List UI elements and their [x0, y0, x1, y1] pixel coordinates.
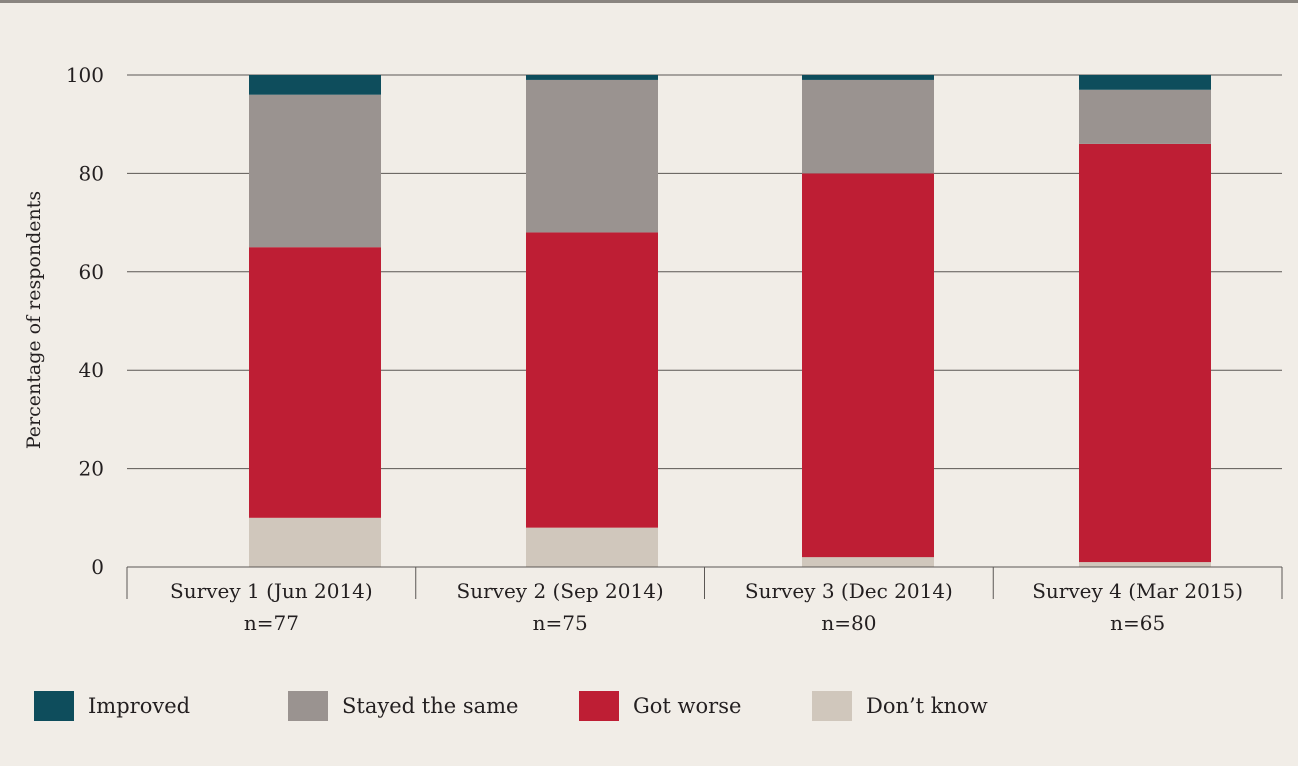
- top-rule: [0, 0, 1298, 3]
- category-label: Survey 2 (Sep 2014): [457, 579, 664, 603]
- category-label: Survey 1 (Jun 2014): [170, 579, 373, 603]
- bar-segment-got-worse: [526, 232, 658, 528]
- bars: [249, 75, 1211, 567]
- y-tick-label: 100: [66, 63, 104, 87]
- category-sublabel: n=65: [1110, 611, 1165, 635]
- legend-swatch-got-worse: [579, 691, 619, 721]
- bar-segment-got-worse: [802, 173, 934, 558]
- bar-segment-improved: [802, 75, 934, 80]
- legend-item-stayed-the-same: Stayed the same: [288, 691, 518, 721]
- legend: Improved Stayed the same Got worse Don’t…: [34, 691, 1234, 721]
- legend-swatch-dont-know: [812, 691, 852, 721]
- bar-segment-don-t-know: [1079, 562, 1211, 567]
- x-axis: [126, 566, 1283, 599]
- bar-segment-got-worse: [249, 247, 381, 518]
- category-label: Survey 3 (Dec 2014): [745, 579, 953, 603]
- y-tick-label: 20: [79, 457, 104, 481]
- legend-swatch-improved: [34, 691, 74, 721]
- y-tick-labels: 0 20 40 60 80 100: [66, 63, 104, 579]
- legend-label: Improved: [88, 694, 191, 718]
- y-tick-label: 60: [79, 260, 104, 284]
- bar-segment-improved: [526, 75, 658, 80]
- bar-segment-stayed-the-same: [526, 79, 658, 233]
- bar-segment-don-t-know: [249, 517, 381, 567]
- bar-segment-don-t-know: [802, 557, 934, 567]
- legend-label: Don’t know: [866, 694, 988, 718]
- legend-swatch-stayed-the-same: [288, 691, 328, 721]
- legend-label: Stayed the same: [342, 694, 519, 718]
- bar-segment-don-t-know: [526, 527, 658, 567]
- category-label: Survey 4 (Mar 2015): [1032, 579, 1243, 603]
- y-tick-label: 40: [79, 358, 104, 382]
- bar-segment-improved: [249, 75, 381, 95]
- category-sublabel: n=77: [244, 611, 299, 635]
- y-tick-label: 80: [79, 161, 104, 185]
- legend-label: Got worse: [633, 694, 742, 718]
- bar-segment-got-worse: [1079, 143, 1211, 563]
- y-axis-label: Percentage of respondents: [23, 191, 45, 449]
- y-tick-label: 0: [91, 555, 104, 579]
- legend-item-dont-know: Don’t know: [812, 691, 988, 721]
- bar-segment-improved: [1079, 75, 1211, 90]
- bar-segment-stayed-the-same: [249, 94, 381, 248]
- bar-segment-stayed-the-same: [1079, 89, 1211, 144]
- legend-item-got-worse: Got worse: [579, 691, 741, 721]
- category-sublabel: n=75: [533, 611, 588, 635]
- category-sublabel: n=80: [821, 611, 876, 635]
- bar-segment-stayed-the-same: [802, 79, 934, 174]
- legend-item-improved: Improved: [34, 691, 190, 721]
- category-labels: Survey 1 (Jun 2014) n=77 Survey 2 (Sep 201…: [170, 579, 1243, 635]
